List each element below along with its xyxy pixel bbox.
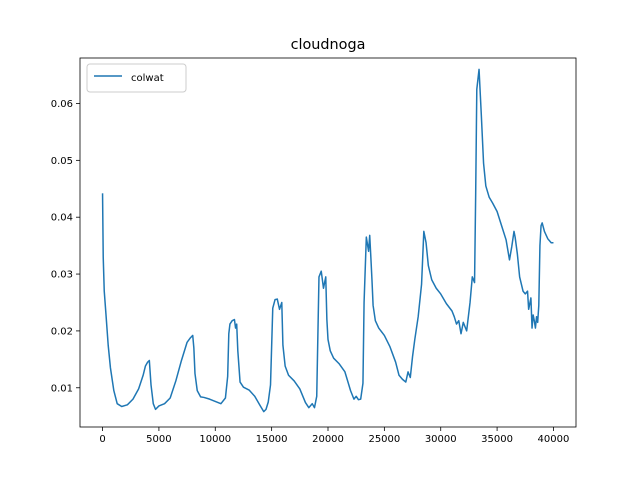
x-tick-label: 35000 bbox=[481, 434, 513, 445]
chart-title: cloudnoga bbox=[291, 37, 366, 53]
x-tick-label: 30000 bbox=[425, 434, 457, 445]
axes: 0 5000 10000 15000 20000 25000 30000 35000 40000… bbox=[51, 57, 577, 445]
legend: colwat bbox=[86, 63, 187, 93]
plot-area bbox=[101, 68, 554, 413]
y-tick-label: 0.01 bbox=[51, 383, 73, 394]
x-tick-label: 25000 bbox=[368, 434, 400, 445]
x-tick-label: 5000 bbox=[146, 434, 171, 445]
y-tick-label: 0.05 bbox=[51, 156, 73, 167]
x-tick-label: 40000 bbox=[538, 434, 570, 445]
y-tick-label: 0.02 bbox=[51, 326, 73, 337]
series-line-colwat bbox=[101, 68, 554, 413]
y-tick-label: 0.03 bbox=[51, 270, 73, 281]
y-tick-label: 0.06 bbox=[51, 99, 73, 110]
x-tick-label: 10000 bbox=[199, 434, 231, 445]
x-tick-label: 0 bbox=[99, 434, 105, 445]
legend-frame bbox=[86, 63, 187, 93]
x-tick-label: 20000 bbox=[312, 434, 344, 445]
y-tick-label: 0.04 bbox=[51, 213, 73, 224]
legend-label-colwat: colwat bbox=[131, 73, 164, 84]
x-tick-label: 15000 bbox=[256, 434, 288, 445]
